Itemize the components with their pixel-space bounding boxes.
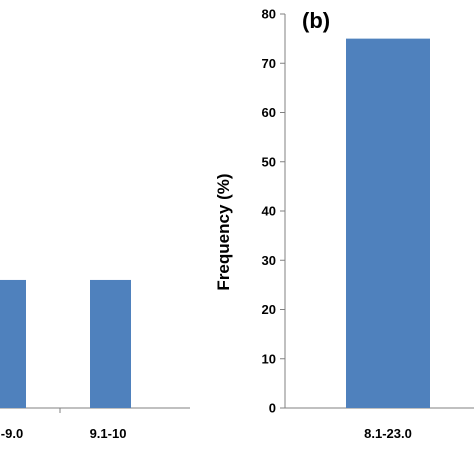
- chart-b: (b) Frequency (%) 0 10 20 30 40 50 60 70 80 8.1-2…: [214, 7, 474, 441]
- y-tick-label-10: 10: [262, 351, 276, 366]
- left-bar-1: [90, 279, 131, 408]
- y-tick-label-0: 0: [269, 401, 276, 416]
- y-tick-label-40: 40: [262, 204, 276, 219]
- panel-label-b: (b): [302, 8, 330, 33]
- left-bar-0: [0, 279, 26, 408]
- y-tick-label-70: 70: [262, 56, 276, 71]
- left-category-label-0: -9.0: [1, 426, 23, 441]
- bar-0: [346, 38, 430, 408]
- y-tick-label-20: 20: [262, 302, 276, 317]
- y-tick-label-50: 50: [262, 154, 276, 169]
- left-partial-chart: -9.0 9.1-10: [0, 279, 190, 441]
- y-tick-label-80: 80: [262, 7, 276, 22]
- y-axis-label: Frequency (%): [214, 173, 233, 290]
- y-tick-label-30: 30: [262, 253, 276, 268]
- left-category-label-1: 9.1-10: [90, 426, 127, 441]
- y-tick-label-60: 60: [262, 105, 276, 120]
- category-label-0: 8.1-23.0: [364, 426, 412, 441]
